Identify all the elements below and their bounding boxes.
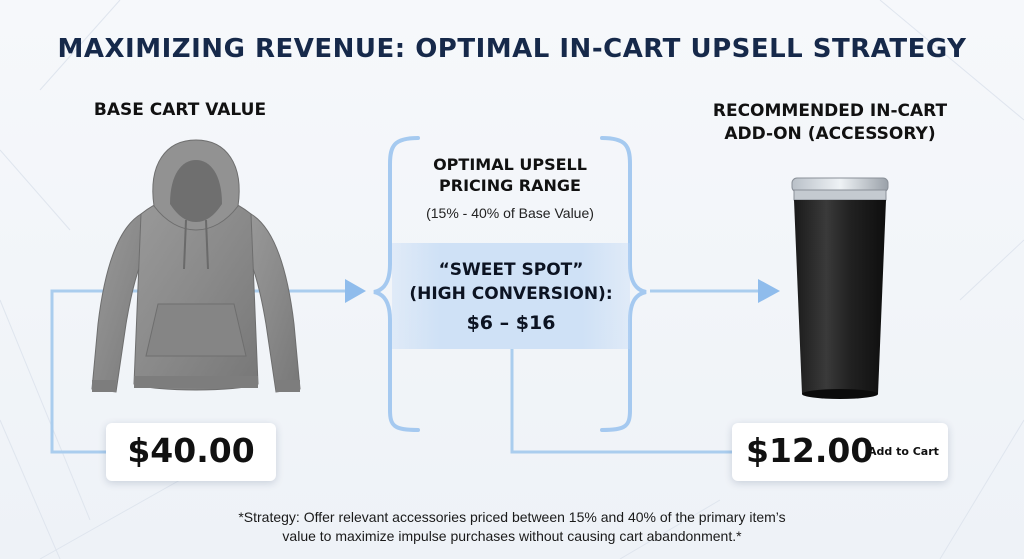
base-price-card: $40.00 — [106, 423, 276, 481]
addon-price-value: $12.00 — [746, 431, 874, 470]
sweet-spot-line2: (HIGH CONVERSION): — [409, 284, 613, 304]
sweet-spot-band — [392, 243, 630, 349]
addon-price-card: $12.00 Add to Cart — [732, 423, 948, 481]
sweet-spot-price-range: $6 – $16 — [466, 312, 556, 334]
pricing-range-braces — [373, 136, 647, 432]
addon-label-line2: ADD-ON (ACCESSORY) — [724, 124, 936, 144]
addon-arrow-head — [758, 279, 780, 303]
add-to-cart-button[interactable]: Add to Cart — [868, 445, 939, 458]
right-brace — [600, 136, 647, 432]
tumbler-image — [791, 177, 889, 399]
footnote-line1: *Strategy: Offer relevant accessories pr… — [238, 509, 786, 525]
footnote-line2: value to maximize impulse purchases with… — [282, 528, 742, 544]
upsell-range-subtitle: (15% - 40% of Base Value) — [426, 205, 594, 221]
strategy-footnote: *Strategy: Offer relevant accessories pr… — [0, 508, 1024, 546]
page-title: MAXIMIZING REVENUE: OPTIMAL IN-CART UPSE… — [57, 34, 967, 64]
upsell-range-title: OPTIMAL UPSELL PRICING RANGE — [390, 154, 630, 196]
addon-label: RECOMMENDED IN-CART ADD-ON (ACCESSORY) — [690, 100, 970, 146]
hoodie-image — [91, 139, 301, 393]
left-brace — [373, 136, 420, 432]
upsell-title-line2: PRICING RANGE — [439, 176, 581, 195]
upsell-title-line1: OPTIMAL UPSELL — [433, 155, 587, 174]
addon-label-line1: RECOMMENDED IN-CART — [712, 101, 948, 121]
sweet-spot-line1: “SWEET SPOT” — [438, 260, 584, 280]
sweet-spot-connector-line — [510, 349, 732, 454]
base-arrow-head — [345, 279, 366, 303]
base-cart-label: BASE CART VALUE — [93, 100, 267, 120]
sweet-spot-label: “SWEET SPOT” (HIGH CONVERSION): — [392, 258, 630, 306]
base-price-value: $40.00 — [127, 431, 255, 470]
